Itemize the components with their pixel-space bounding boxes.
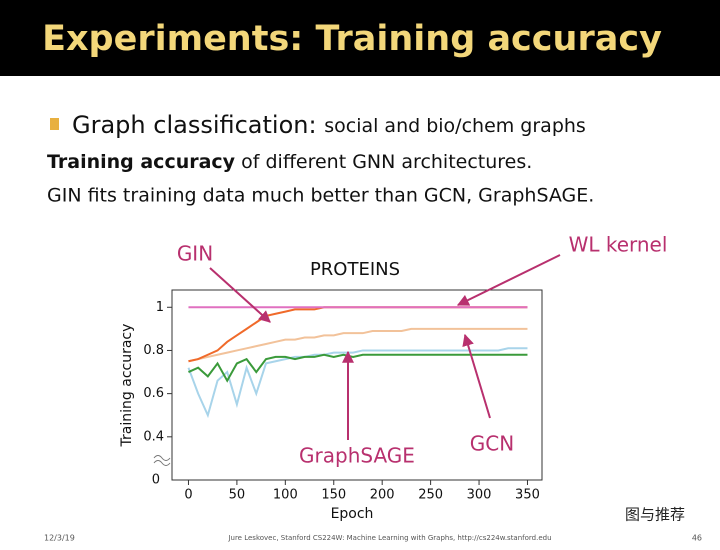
plot-frame: [171, 289, 543, 481]
watermark: 图与推荐: [625, 506, 685, 524]
footer-date: 12/3/19: [44, 534, 75, 543]
x-tick-label: 200: [370, 488, 395, 503]
x-axis-label: Epoch: [331, 506, 374, 522]
series-line: [188, 327, 528, 363]
axis-break: [153, 455, 171, 466]
series-line: [188, 306, 528, 363]
annotation-arrow: [456, 254, 561, 306]
series-annotation: WL kernel: [569, 233, 668, 257]
bullet-text: Graph classification: social and bio/che…: [72, 111, 586, 139]
annotations: GCN GraphSAGE GIN WL kernel: [177, 233, 668, 468]
annotation-arrow: [209, 267, 271, 323]
x-tick-label: 300: [467, 488, 492, 503]
series-line: [187, 347, 528, 419]
y-break-label: 0: [152, 473, 160, 488]
footer-page: 46: [692, 534, 702, 543]
x-tick-label: 150: [321, 488, 346, 503]
chart-title: PROTEINS: [310, 259, 400, 280]
y-tick-label: 0.4: [143, 429, 164, 444]
header-bar: [0, 0, 720, 76]
annotation-arrow: [462, 333, 491, 419]
line2: Training accuracy of different GNN archi…: [47, 151, 532, 173]
x-tick-label: 350: [515, 488, 540, 503]
footer-center: Jure Leskovec, Stanford CS224W: Machine …: [227, 534, 551, 542]
series-annotation: GraphSAGE: [299, 444, 415, 468]
bullet-lead: Graph classification:: [72, 111, 317, 139]
series-annotation: GIN: [177, 242, 213, 266]
x-tick-label: 100: [273, 488, 298, 503]
line2-bold: Training accuracy: [47, 151, 236, 173]
x-tick-label: 50: [229, 488, 246, 503]
slide-title: Experiments: Training accuracy: [42, 19, 662, 59]
y-tick-label: 0.6: [143, 386, 164, 401]
line2-rest: of different GNN architectures.: [241, 151, 532, 173]
plot: 0 50 100 150 200 250 300 350 0.4 0.6 0.8 1 0: [143, 289, 543, 503]
line3: GIN fits training data much better than …: [47, 185, 594, 207]
y-tick-label: 0.8: [143, 343, 164, 358]
bullet-rest: social and bio/chem graphs: [324, 115, 586, 137]
bullet-icon: [50, 118, 59, 130]
x-tick-label: 250: [418, 488, 443, 503]
series-annotation: GCN: [470, 432, 514, 456]
y-axis-label: Training accuracy: [119, 324, 135, 448]
x-tick-label: 0: [184, 488, 192, 503]
y-tick-label: 1: [156, 300, 164, 315]
